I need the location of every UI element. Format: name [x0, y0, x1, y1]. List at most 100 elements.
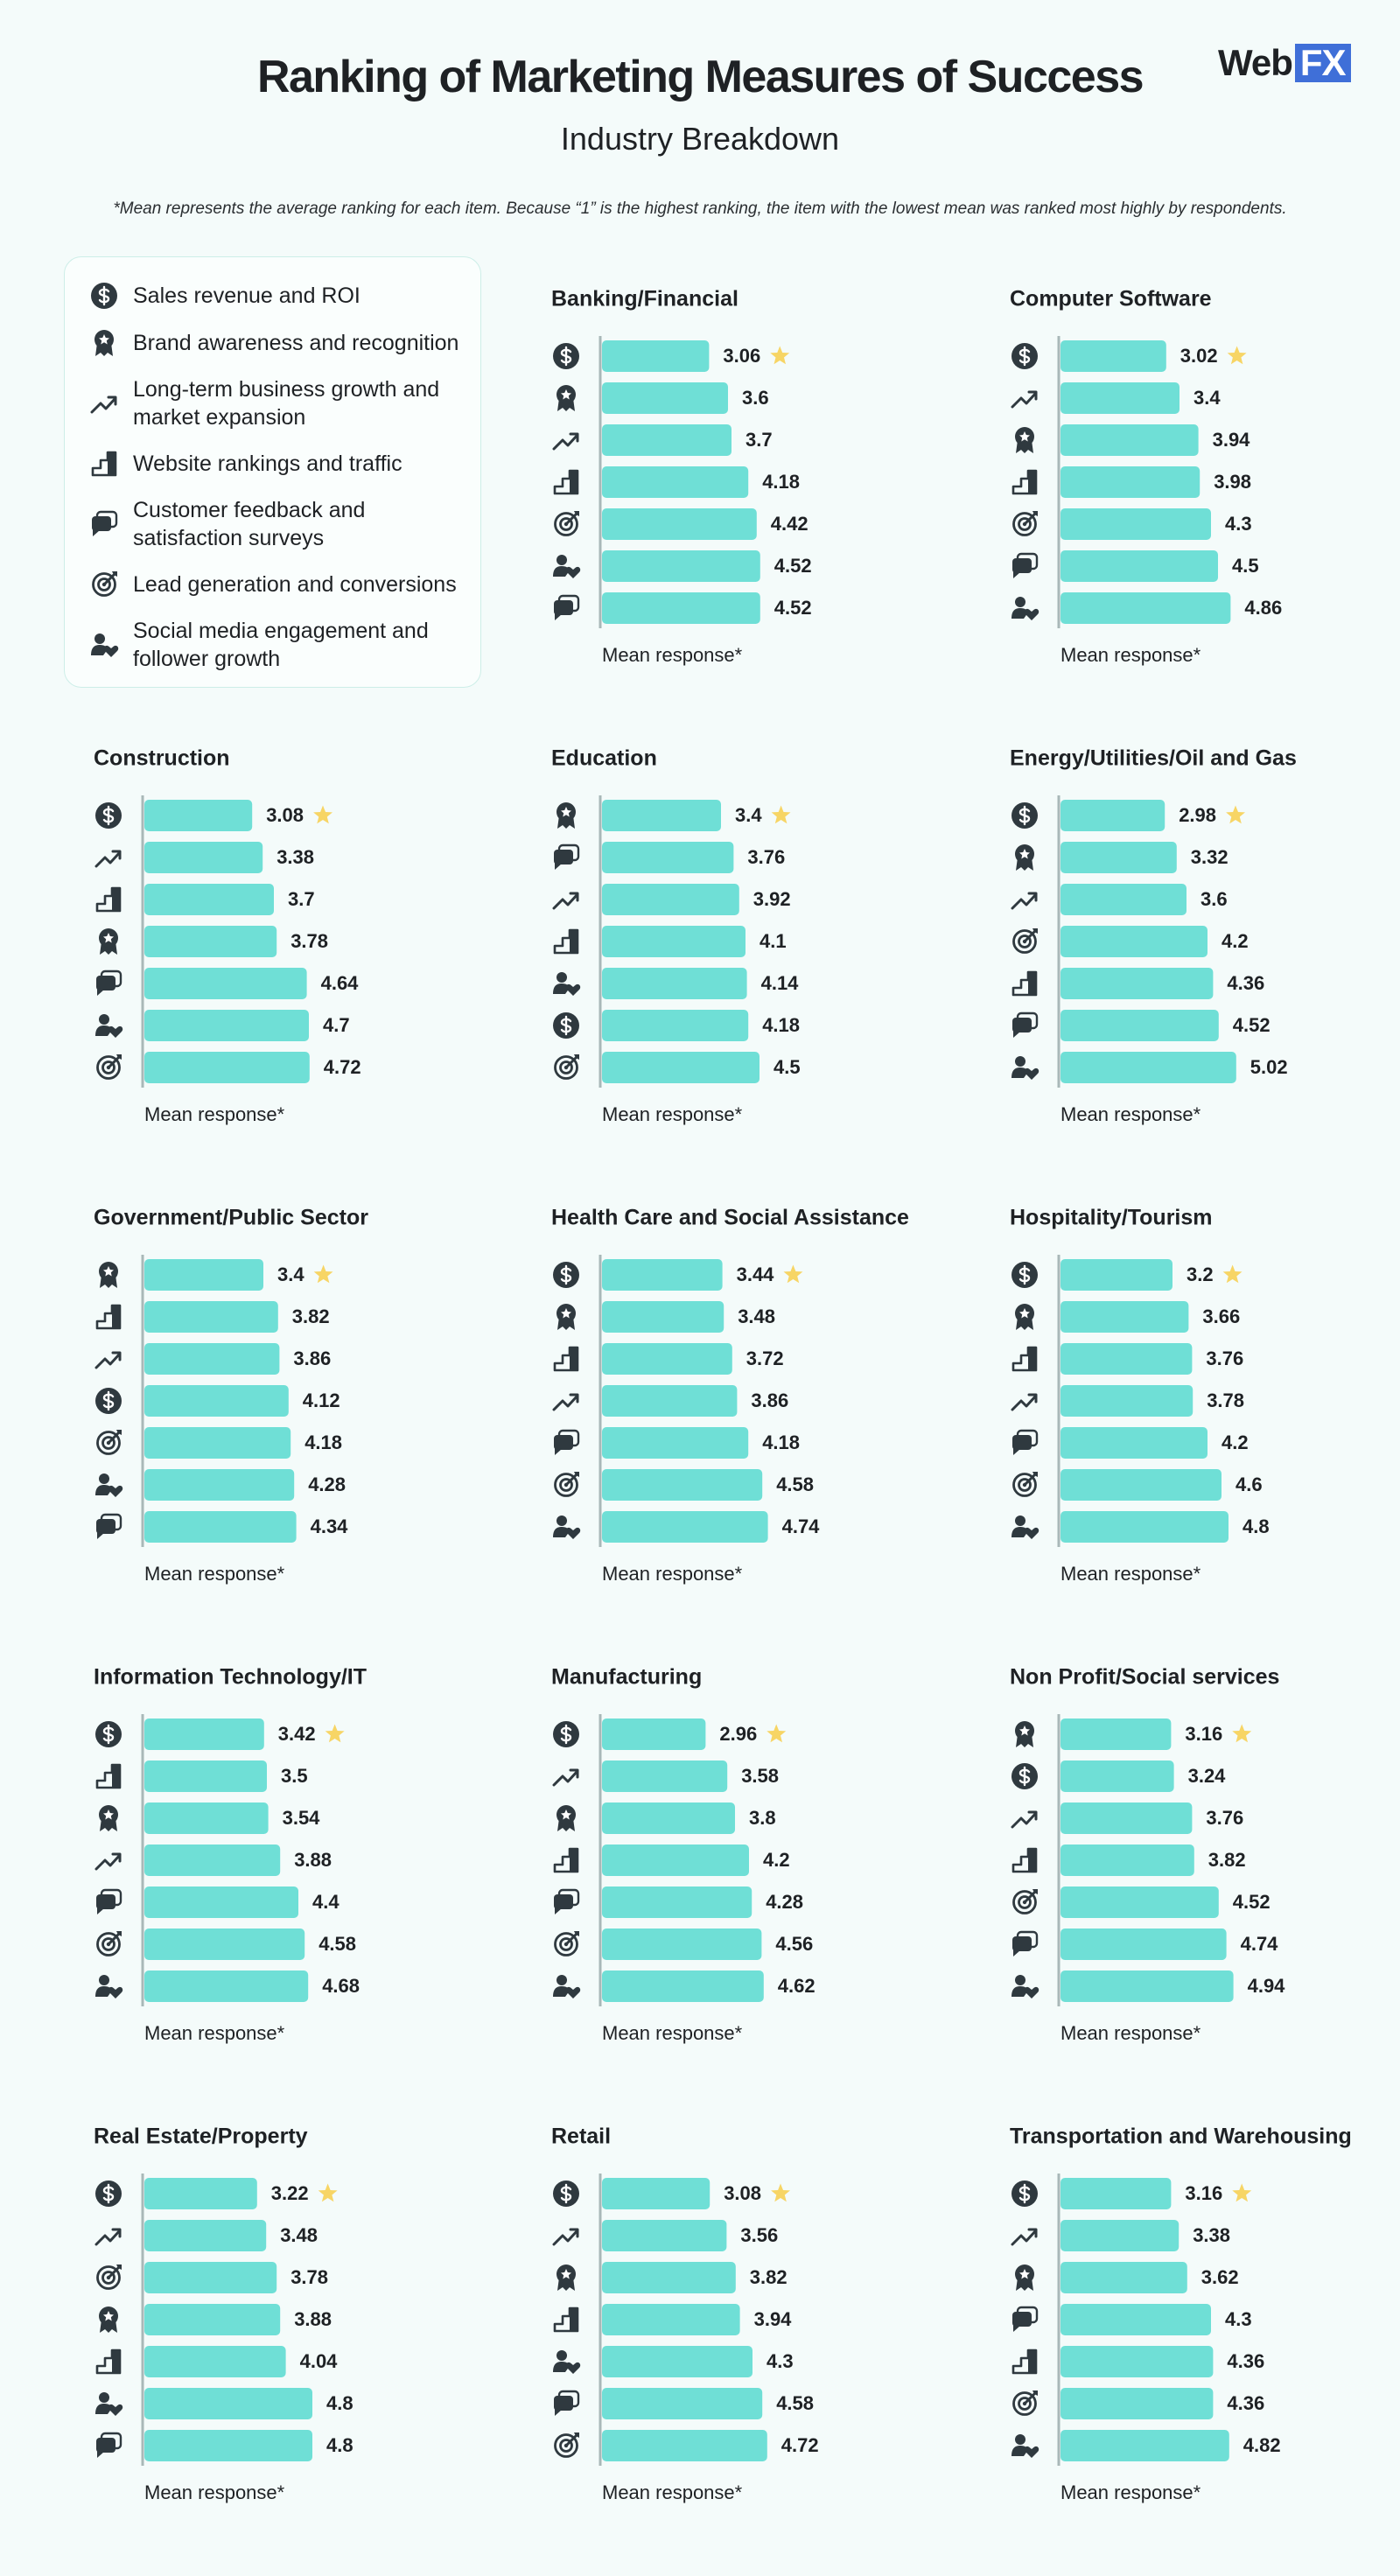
bar	[144, 1010, 309, 1041]
icon-part	[91, 645, 108, 655]
icon-part	[552, 1769, 579, 1787]
bar-chart: Construction Sales revenue and ROI 3.08 Lon…	[94, 746, 361, 1125]
icon-part	[96, 2265, 121, 2290]
axis-label: Mean response*	[602, 2482, 743, 2503]
value-label: 3.62	[1201, 2266, 1239, 2288]
value-label: 3.7	[288, 888, 315, 910]
top-rank-star	[325, 1724, 345, 1743]
icon-part	[1027, 390, 1038, 401]
icon-part	[564, 1473, 578, 1487]
legend-label: Customer feedback and satisfaction surve…	[133, 498, 366, 550]
icon-part	[555, 862, 562, 870]
value-label: 4.82	[1243, 2434, 1281, 2456]
value-label: 4.62	[778, 1975, 816, 1997]
icon-part	[94, 2229, 122, 2246]
bar	[602, 1259, 723, 1291]
icon-part	[102, 1060, 116, 1074]
bar	[602, 1928, 762, 1960]
icon-part	[108, 1026, 123, 1038]
icon-part	[1018, 934, 1032, 948]
icon-part	[1024, 1986, 1040, 1998]
category-icon: Long-term business growth and market exp…	[1011, 390, 1038, 409]
axis-label: Mean response*	[602, 2022, 743, 2044]
bar	[144, 1343, 280, 1375]
icon-part	[554, 2396, 573, 2411]
bar	[1060, 1385, 1194, 1417]
icon-part	[553, 984, 570, 994]
icon-part	[1013, 1949, 1020, 1956]
footnote: *Mean represents the average ranking for…	[113, 200, 1287, 218]
bar	[144, 800, 253, 831]
bar	[602, 1760, 728, 1792]
icon-part	[93, 528, 100, 536]
top-rank-star	[1232, 2183, 1252, 2202]
bar	[602, 1052, 760, 1083]
icon-part	[1012, 608, 1028, 619]
icon-part	[1023, 512, 1037, 526]
category-icon: Customer feedback and satisfaction surve…	[1012, 1429, 1039, 1455]
bar	[1060, 508, 1211, 540]
category-icon: Lead generation and conversions	[96, 1931, 122, 1956]
icon-part	[1019, 431, 1030, 442]
icon-part	[92, 516, 111, 531]
value-label: 4.14	[761, 972, 800, 994]
value-label: 3.8	[749, 1807, 776, 1829]
value-label: 4.94	[1248, 1975, 1286, 1997]
icon-part	[1023, 1473, 1037, 1487]
value-label: 2.98	[1179, 804, 1216, 826]
icon-part	[95, 1986, 112, 1997]
legend-label: Social media engagement and follower gro…	[133, 619, 429, 671]
category-icon: Social media engagement and follower gro…	[1012, 1056, 1040, 1080]
value-label: 3.78	[290, 930, 328, 952]
value-label: 4.58	[776, 2392, 814, 2414]
value-label: 4.74	[782, 1516, 821, 1537]
icon-part	[570, 1348, 578, 1370]
category-icon: Sales revenue and ROI	[553, 2180, 579, 2207]
bar	[144, 1886, 298, 1918]
icon-part	[564, 1055, 578, 1069]
icon-part	[99, 1975, 109, 1985]
axis-label: Mean response*	[1060, 2022, 1201, 2044]
value-label: 3.38	[276, 846, 314, 868]
axis-label: Mean response*	[602, 1563, 743, 1585]
top-rank-star	[1222, 1264, 1242, 1284]
value-label: 4.18	[304, 1432, 342, 1453]
icon-part	[1032, 1472, 1038, 1477]
value-label: 5.02	[1250, 1056, 1288, 1078]
icon-part	[96, 1894, 116, 1909]
bar-chart: Non Profit/Social services Brand awarenes…	[1010, 1665, 1285, 2044]
value-label: 3.02	[1180, 345, 1218, 367]
category-icon: Lead generation and conversions	[554, 1931, 579, 1956]
bar	[602, 550, 760, 582]
icon-part	[1018, 1766, 1031, 1787]
legend-icon	[91, 451, 117, 477]
legend-label: Long-term business growth and market exp…	[133, 377, 440, 430]
bar	[1060, 1886, 1219, 1918]
value-label: 4.74	[1241, 1933, 1279, 1955]
icon-part	[1018, 1264, 1031, 1285]
icon-part	[554, 1932, 578, 1956]
icon-part	[569, 892, 579, 902]
category-icon: Website rankings and traffic	[1012, 1346, 1038, 1372]
category-icon: Social media engagement and follower gro…	[553, 972, 581, 996]
icon-part	[561, 1308, 571, 1319]
icon-part	[564, 512, 578, 526]
category-icon: Lead generation and conversions	[96, 1430, 122, 1455]
bar	[1060, 2262, 1187, 2293]
icon-part	[560, 346, 572, 367]
icon-part	[1015, 1056, 1026, 1067]
icon-part	[574, 1931, 579, 1936]
bar	[144, 1760, 267, 1792]
icon-part	[574, 1054, 579, 1060]
icon-part	[1015, 2434, 1026, 2445]
icon-part	[107, 396, 117, 406]
category-icon: Long-term business growth and market exp…	[552, 1393, 579, 1411]
value-label: 3.88	[294, 2308, 332, 2330]
icon-part	[1012, 1068, 1028, 1078]
value-label: 3.92	[753, 888, 791, 910]
category-icon: Website rankings and traffic	[553, 1847, 579, 1873]
icon-part	[556, 972, 567, 983]
bar	[1060, 1010, 1219, 1041]
icon-part	[95, 1026, 112, 1036]
